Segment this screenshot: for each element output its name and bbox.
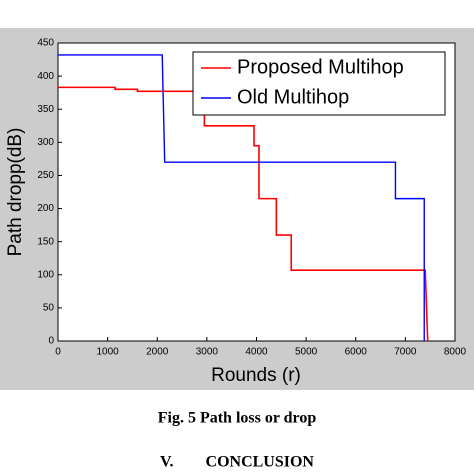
y-tick-label: 300 <box>37 137 54 148</box>
series-line <box>58 86 429 342</box>
y-tick-label: 450 <box>37 38 54 49</box>
legend-label: Proposed Multihop <box>237 56 404 78</box>
x-tick-label: 0 <box>55 347 61 358</box>
legend-box <box>192 51 446 116</box>
y-tick-label: 50 <box>43 303 55 314</box>
caption: Fig. 5 Path loss or drop <box>158 410 317 427</box>
x-tick-label: 2000 <box>146 347 169 358</box>
x-axis-label: Rounds (r) <box>211 365 301 386</box>
x-tick-label: 3000 <box>196 347 219 358</box>
y-tick-label: 200 <box>37 203 54 214</box>
legend-label: Old Multihop <box>237 86 349 108</box>
x-tick-label: 5000 <box>295 347 318 358</box>
y-tick-label: 400 <box>37 71 54 82</box>
section-heading: V. CONCLUSION <box>160 454 314 470</box>
x-tick-label: 6000 <box>345 347 368 358</box>
y-tick-label: 250 <box>37 170 54 181</box>
x-tick-label: 8000 <box>444 347 467 358</box>
y-tick-label: 0 <box>48 336 54 347</box>
y-tick-label: 100 <box>37 269 54 280</box>
y-axis-label: Path dropp(dB) <box>5 128 26 257</box>
x-tick-label: 1000 <box>97 347 120 358</box>
y-tick-label: 350 <box>37 104 54 115</box>
x-tick-label: 7000 <box>394 347 417 358</box>
series-line <box>58 54 425 341</box>
y-tick-label: 150 <box>37 236 54 247</box>
x-tick-label: 4000 <box>245 347 268 358</box>
